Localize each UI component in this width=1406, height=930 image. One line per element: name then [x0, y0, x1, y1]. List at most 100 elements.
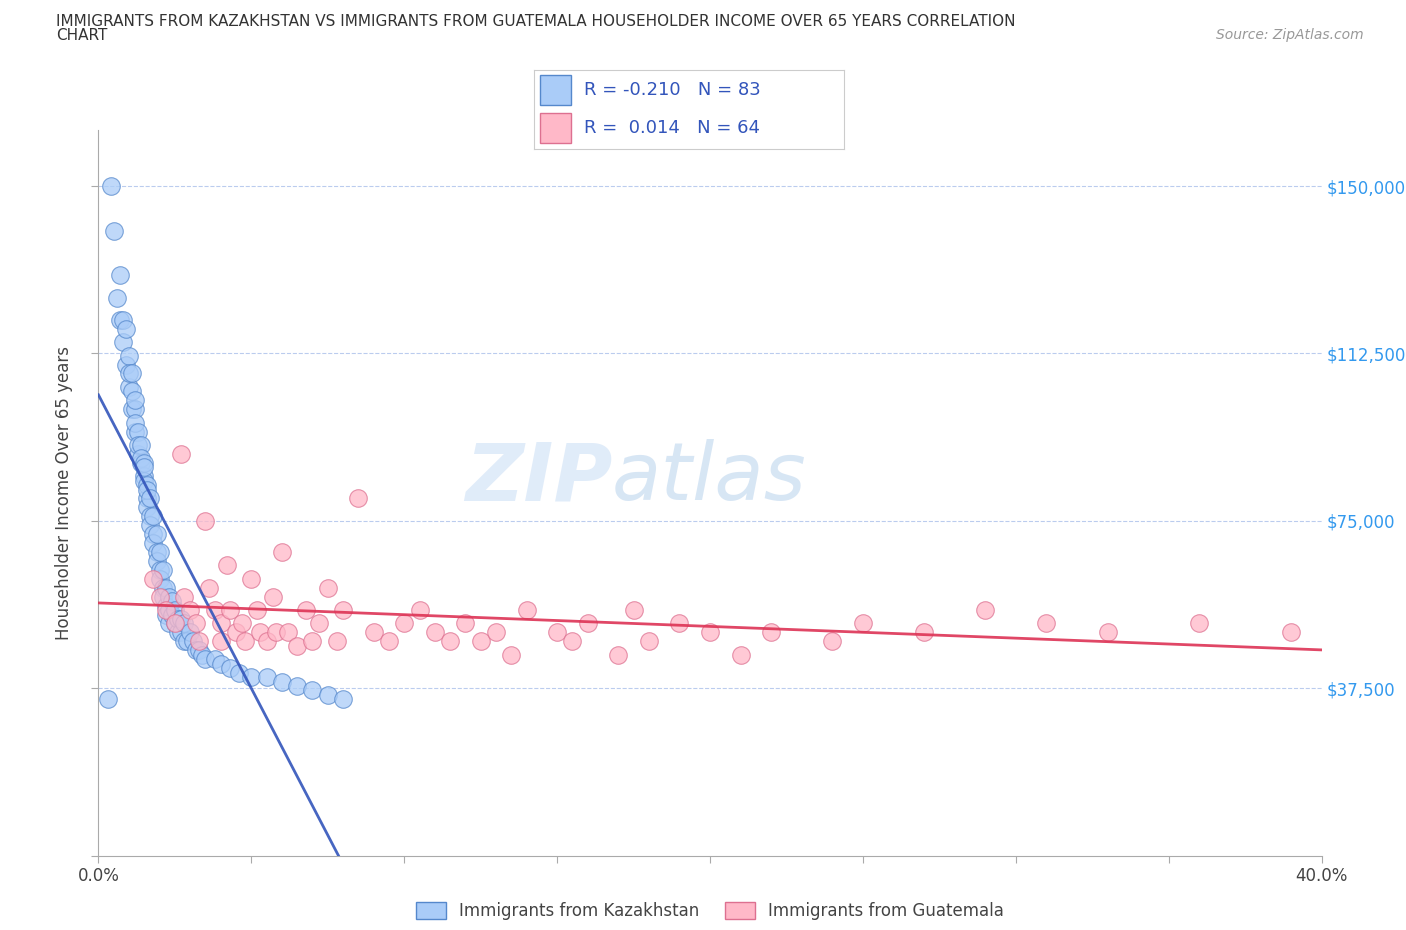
Point: [149, 545, 172, 560]
Point: [111, 312, 134, 327]
Point: [759, 625, 782, 640]
Point: [121, 384, 143, 399]
Point: [209, 616, 232, 631]
Point: [623, 603, 645, 618]
Point: [127, 424, 149, 439]
Point: [181, 634, 204, 649]
Point: [124, 392, 146, 407]
Point: [188, 643, 211, 658]
Point: [262, 590, 284, 604]
Point: [155, 580, 177, 595]
Point: [105, 290, 128, 305]
Point: [439, 634, 461, 649]
Point: [142, 509, 165, 524]
Point: [139, 518, 162, 533]
Point: [821, 634, 844, 649]
Y-axis label: Householder Income Over 65 years: Householder Income Over 65 years: [55, 346, 73, 640]
Point: [730, 647, 752, 662]
Point: [118, 366, 141, 381]
Point: [240, 670, 263, 684]
Point: [316, 687, 339, 702]
Point: [157, 603, 180, 618]
Point: [160, 607, 183, 622]
Point: [215, 558, 238, 573]
Point: [231, 616, 253, 631]
Point: [270, 674, 292, 689]
Point: [167, 612, 190, 627]
Point: [256, 634, 278, 649]
Point: [423, 625, 446, 640]
Point: [152, 563, 174, 578]
Point: [194, 513, 217, 528]
Point: [561, 634, 583, 649]
Point: [124, 402, 146, 417]
Point: [155, 607, 177, 622]
Point: [179, 625, 201, 640]
Point: [142, 571, 165, 586]
Point: [607, 647, 630, 662]
Point: [149, 590, 172, 604]
Point: [501, 647, 523, 662]
Text: Source: ZipAtlas.com: Source: ZipAtlas.com: [1216, 28, 1364, 42]
Point: [249, 625, 271, 640]
Point: [1188, 616, 1211, 631]
Point: [157, 616, 180, 631]
Point: [186, 616, 208, 631]
Point: [246, 603, 269, 618]
Point: [100, 179, 122, 193]
Point: [209, 634, 232, 649]
Point: [637, 634, 661, 649]
Point: [485, 625, 508, 640]
Point: [173, 616, 195, 631]
Point: [295, 603, 318, 618]
Point: [974, 603, 997, 618]
Point: [179, 603, 201, 618]
Point: [233, 634, 256, 649]
Point: [301, 683, 323, 698]
Point: [285, 638, 308, 653]
Point: [170, 446, 193, 461]
Point: [1035, 616, 1057, 631]
Point: [136, 482, 159, 497]
Point: [121, 366, 143, 381]
Point: [134, 469, 156, 484]
Point: [219, 603, 242, 618]
Point: [157, 590, 180, 604]
Point: [852, 616, 875, 631]
Point: [228, 665, 250, 680]
Point: [378, 634, 401, 649]
Point: [155, 598, 177, 613]
Point: [194, 652, 217, 667]
Point: [204, 603, 226, 618]
Text: atlas: atlas: [612, 439, 807, 517]
Point: [204, 652, 226, 667]
Point: [127, 446, 149, 461]
Point: [163, 603, 186, 618]
Point: [454, 616, 477, 631]
Point: [308, 616, 330, 631]
Point: [134, 473, 156, 488]
Point: [142, 526, 165, 541]
Point: [152, 590, 174, 604]
Point: [197, 580, 219, 595]
Point: [470, 634, 492, 649]
Point: [186, 643, 208, 658]
Point: [152, 580, 174, 595]
Point: [149, 563, 172, 578]
Point: [129, 437, 152, 452]
Point: [173, 634, 195, 649]
Point: [170, 612, 193, 627]
Point: [129, 451, 152, 466]
Text: ZIP: ZIP: [465, 439, 612, 517]
Point: [332, 692, 354, 707]
Text: R = -0.210   N = 83: R = -0.210 N = 83: [583, 81, 761, 100]
Point: [347, 491, 370, 506]
Text: CHART: CHART: [56, 28, 108, 43]
Point: [240, 571, 263, 586]
Point: [121, 402, 143, 417]
Point: [145, 545, 167, 560]
Point: [301, 634, 323, 649]
Legend: Immigrants from Kazakhstan, Immigrants from Guatemala: Immigrants from Kazakhstan, Immigrants f…: [409, 896, 1011, 927]
Point: [209, 657, 232, 671]
Point: [145, 526, 167, 541]
